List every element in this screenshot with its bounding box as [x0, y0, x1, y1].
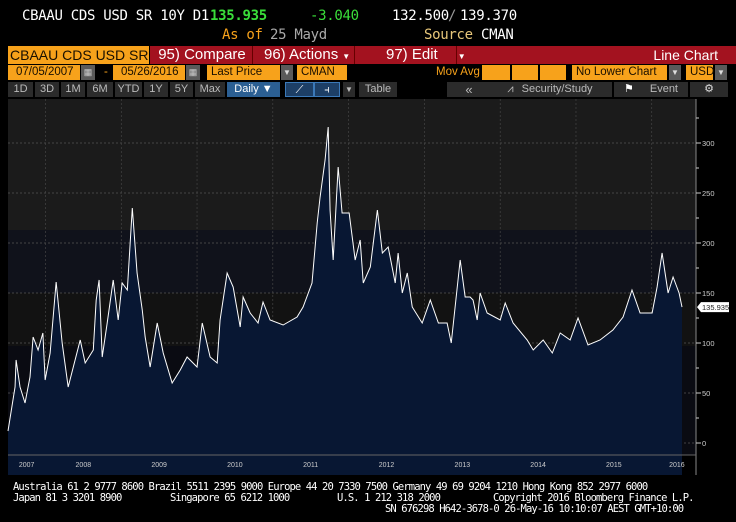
footer-singapore: Singapore 65 6212 1000 [170, 492, 290, 504]
chart: 0 50 100 150 200 250 300 135.935 2007 2008 2009 201… [7, 99, 729, 475]
series-line [7, 126, 683, 432]
x-tick-label: 2014 [530, 462, 546, 469]
edit-button[interactable]: 97) Edit ▼ [356, 46, 466, 64]
flag-icon: ⚑ [623, 83, 634, 95]
field-select[interactable]: Last Price [207, 65, 280, 80]
footer-japan: Japan 81 3 3201 8900 [13, 492, 122, 504]
bar-chart-icon[interactable]: ⫞ [314, 82, 340, 97]
chevron-down-icon[interactable]: ▼ [669, 65, 681, 80]
y-tick-label: 300 [702, 139, 715, 148]
ticker: CBAAU CDS USD SR 10Y D1 [22, 8, 209, 24]
chart-type-label[interactable]: Line Chart [653, 46, 718, 64]
asof-value: 25 Mayd [270, 27, 327, 43]
x-tick-label: 2010 [227, 462, 243, 469]
last-price: 135.935 [210, 8, 267, 24]
gear-icon[interactable]: ⚙ [690, 82, 728, 97]
chevron-down-icon[interactable]: ▼ [343, 82, 355, 97]
change: -3.040 [310, 8, 359, 24]
back-button[interactable]: « [447, 82, 491, 97]
chevron-down-icon[interactable]: ▼ [715, 65, 727, 80]
range-max[interactable]: Max [195, 82, 225, 97]
line-chart-icon[interactable]: ⟋ [285, 82, 314, 97]
calendar-icon[interactable]: ▦ [81, 65, 95, 80]
x-tick-label: 2012 [379, 462, 395, 469]
mov-avg-field-2[interactable] [512, 65, 538, 80]
x-tick-label: 2008 [76, 462, 92, 469]
x-tick-label: 2007 [19, 462, 35, 469]
date-dash: - [104, 66, 108, 78]
footer-phones: Australia 61 2 9777 8600 Brazil 5511 239… [13, 481, 648, 493]
study-icon: ⩘ [507, 83, 514, 95]
high-value: 139.370 [460, 8, 517, 24]
footer-session: SN 676298 H642-3678-0 26-May-16 10:10:07… [385, 503, 684, 515]
security-field[interactable]: CBAAU CDS USD SR 1 [8, 46, 161, 64]
chevron-down-icon[interactable]: ▼ [281, 65, 293, 80]
range-1d[interactable]: 1D [8, 82, 33, 97]
x-tick-label: 2015 [606, 462, 622, 469]
range-1y[interactable]: 1Y [144, 82, 168, 97]
y-tick-label: 200 [702, 239, 715, 248]
currency-select[interactable]: USD [686, 65, 714, 80]
actions-label: 96) Actions [264, 46, 339, 63]
plot-background-top [8, 99, 696, 230]
lower-chart-select[interactable]: No Lower Chart [572, 65, 667, 80]
calendar-icon[interactable]: ▦ [186, 65, 200, 80]
y-tick-label: 250 [702, 189, 715, 198]
security-study-label: Security/Study [521, 83, 593, 95]
low-value: 132.500 [392, 8, 449, 24]
range-ytd[interactable]: YTD [115, 82, 142, 97]
compare-button[interactable]: 95) Compare [152, 46, 253, 64]
period-select[interactable]: Daily ▼ [227, 82, 280, 97]
separator: / [448, 8, 457, 24]
end-date-field[interactable]: 05/26/2016 [113, 65, 185, 80]
event-label: Event [649, 83, 678, 95]
area-fill [8, 127, 682, 475]
actions-button[interactable]: 96) Actions ▼ [254, 46, 355, 64]
source-value: CMAN [481, 27, 514, 43]
edit-label: 97) Edit [386, 46, 438, 63]
range-5y[interactable]: 5Y [170, 82, 193, 97]
source-field[interactable]: CMAN [297, 65, 347, 80]
mov-avg-field-3[interactable] [540, 65, 566, 80]
last-value-tag [697, 302, 729, 313]
security-study-button[interactable]: ⩘ Security/Study [488, 82, 612, 97]
y-tick-label: 50 [702, 389, 710, 398]
footer-copyright: Copyright 2016 Bloomberg Finance L.P. [493, 492, 695, 504]
x-tick-label: 2013 [455, 462, 471, 469]
mov-avg-field-1[interactable] [482, 65, 510, 80]
event-button[interactable]: ⚑ Event [614, 82, 688, 97]
y-tick-label: 0 [702, 439, 706, 448]
x-tick-label: 2016 [669, 462, 685, 469]
table-button[interactable]: Table [359, 82, 397, 97]
range-6m[interactable]: 6M [87, 82, 113, 97]
source-label: Source [424, 27, 473, 43]
x-tick-label: 2011 [303, 462, 318, 469]
last-value-label: 135.935 [702, 303, 729, 312]
range-1m[interactable]: 1M [61, 82, 85, 97]
mov-avg-label: Mov Avg [436, 66, 480, 78]
y-tick-label: 100 [702, 339, 715, 348]
footer-us: U.S. 1 212 318 2000 [337, 492, 441, 504]
chevron-down-icon: ▼ [457, 52, 466, 61]
chevron-down-icon: ▼ [342, 52, 351, 61]
range-3d[interactable]: 3D [35, 82, 59, 97]
asof-label: As of [222, 27, 263, 43]
start-date-field[interactable]: 07/05/2007 [8, 65, 80, 80]
y-tick-label: 150 [702, 289, 715, 298]
x-tick-label: 2009 [151, 462, 167, 469]
